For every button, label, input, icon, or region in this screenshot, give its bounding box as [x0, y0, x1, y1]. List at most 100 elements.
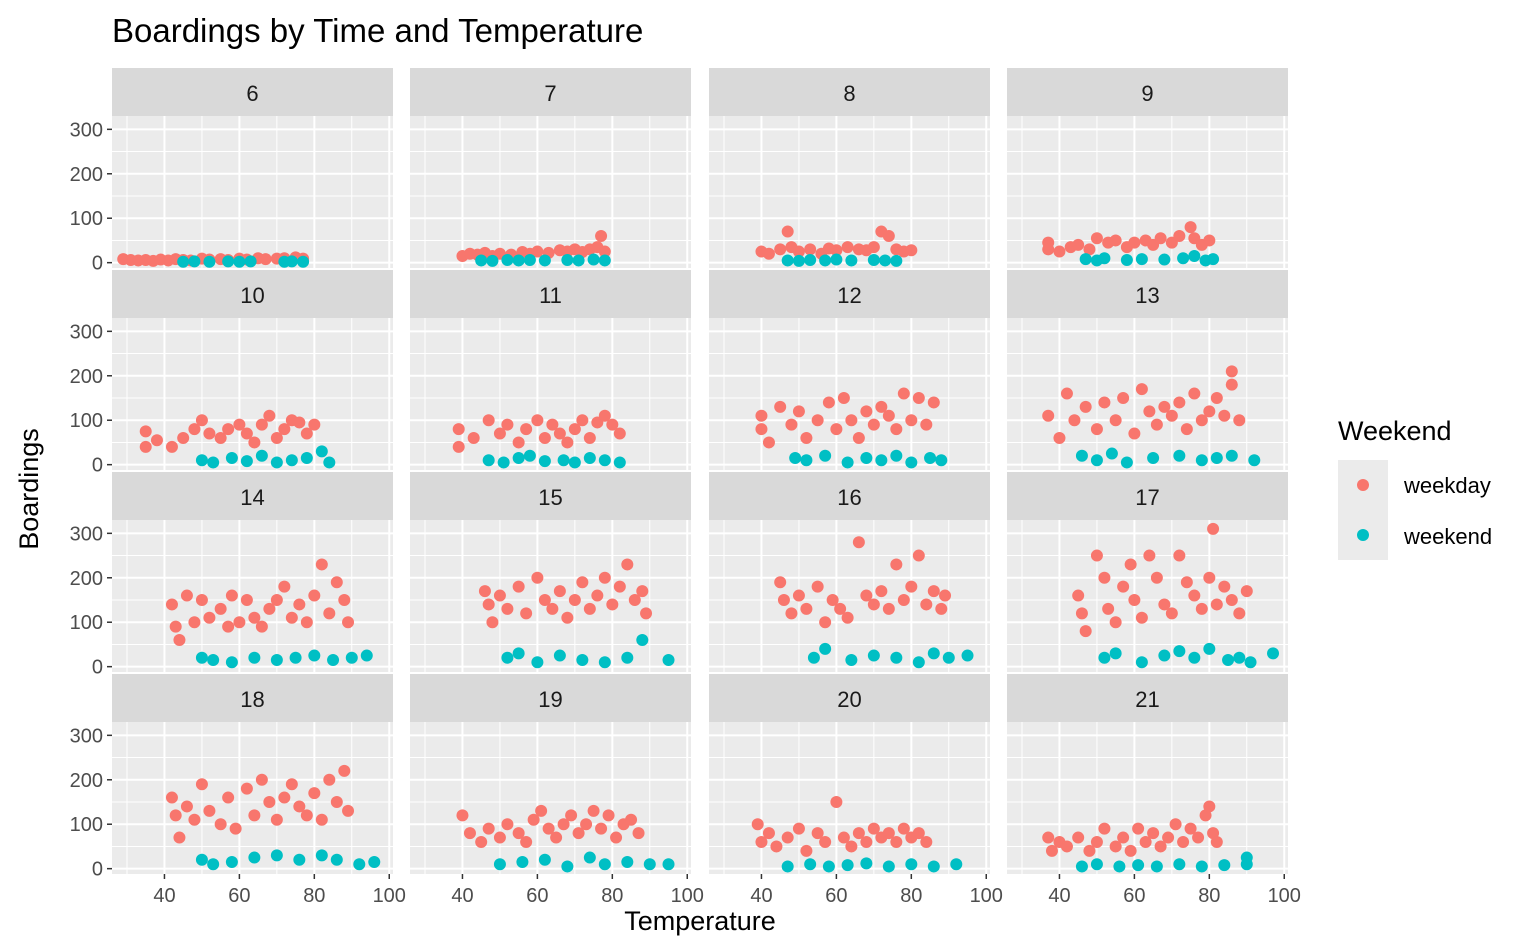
- weekend-point: [613, 456, 626, 469]
- weekend-point: [512, 452, 525, 464]
- weekday-point: [1188, 589, 1201, 602]
- weekend-point: [207, 654, 220, 666]
- weekday-point: [800, 844, 813, 857]
- facet-strip-label: 13: [1135, 283, 1159, 308]
- weekday-point: [785, 418, 798, 431]
- facet-strip-label: 6: [246, 81, 258, 106]
- weekday-point: [785, 607, 798, 620]
- weekend-point: [1135, 253, 1148, 266]
- weekday-point: [1139, 836, 1152, 848]
- weekday-point: [1042, 409, 1055, 422]
- weekday-point: [308, 418, 321, 431]
- y-tick-label: 300: [70, 725, 103, 747]
- weekend-point: [1195, 860, 1208, 873]
- weekend-point: [240, 455, 253, 468]
- facet-strip: [709, 270, 990, 318]
- facet-strip: [709, 68, 990, 116]
- panel-background: [709, 318, 990, 470]
- weekday-point: [1165, 607, 1178, 620]
- weekend-point: [1075, 860, 1088, 873]
- weekday-point: [475, 836, 488, 848]
- weekend-point: [1233, 651, 1246, 664]
- weekday-point: [248, 611, 261, 624]
- weekend-point: [222, 255, 235, 268]
- weekend-point: [1222, 654, 1235, 666]
- weekday-point: [792, 822, 805, 835]
- weekday-point: [1210, 392, 1223, 404]
- y-tick-label: 200: [70, 164, 103, 186]
- weekend-point: [516, 856, 529, 868]
- facet-strip: [410, 270, 691, 318]
- weekend-point: [300, 452, 313, 464]
- weekday-point: [531, 571, 544, 584]
- weekday-point: [270, 594, 283, 606]
- weekend-point: [1147, 452, 1160, 464]
- weekend-point: [568, 456, 581, 469]
- weekday-point: [222, 620, 235, 633]
- weekend-point: [345, 651, 358, 664]
- weekday-point: [1102, 602, 1115, 615]
- weekend-point: [1207, 253, 1220, 266]
- weekend-point: [781, 254, 794, 267]
- weekday-point: [1042, 831, 1055, 844]
- weekend-point: [792, 254, 805, 267]
- x-tick-label: 60: [228, 885, 250, 907]
- weekday-point: [774, 243, 787, 256]
- weekend-point: [308, 649, 321, 662]
- weekday-point: [632, 827, 645, 840]
- weekend-point: [636, 634, 649, 646]
- weekend-point: [875, 454, 888, 467]
- weekday-point: [561, 436, 574, 449]
- weekday-point: [580, 818, 593, 831]
- facet-strip: [112, 270, 393, 318]
- x-tick-label: 100: [1268, 885, 1301, 907]
- weekday-point: [330, 796, 343, 808]
- facet-strip: [410, 68, 691, 116]
- weekday-point: [1053, 432, 1066, 444]
- weekday-point: [852, 432, 865, 444]
- y-tick-label: 100: [70, 410, 103, 432]
- weekday-point: [625, 813, 638, 826]
- weekday-point: [233, 616, 246, 629]
- weekday-point: [546, 418, 559, 431]
- weekday-point: [841, 611, 854, 624]
- weekday-point: [860, 589, 873, 602]
- weekday-point: [1124, 844, 1137, 857]
- weekend-point: [1188, 651, 1201, 664]
- weekend-point: [822, 860, 835, 873]
- weekday-point: [452, 440, 465, 453]
- weekend-point: [1158, 649, 1171, 662]
- weekday-point: [1154, 232, 1167, 245]
- weekday-point: [195, 414, 208, 427]
- weekday-point: [1098, 396, 1111, 409]
- facet-panel-7: 7: [410, 68, 691, 268]
- facet-panel-13: 13: [1007, 270, 1288, 470]
- weekday-point: [792, 589, 805, 602]
- facet-strip: [709, 674, 990, 722]
- weekday-point: [214, 602, 227, 615]
- y-tick-label: 300: [70, 321, 103, 343]
- facet-strip: [1007, 68, 1288, 116]
- weekday-point: [1132, 822, 1145, 835]
- facet-strip: [410, 674, 691, 722]
- weekday-point: [800, 602, 813, 615]
- facet-strip: [1007, 674, 1288, 722]
- weekday-point: [852, 536, 865, 549]
- weekend-point: [1195, 454, 1208, 467]
- weekday-point: [1203, 234, 1216, 247]
- weekday-point: [1124, 558, 1137, 571]
- weekday-point: [1075, 607, 1088, 620]
- weekday-point: [1109, 234, 1122, 247]
- weekend-point: [1158, 253, 1171, 266]
- weekday-point: [270, 813, 283, 826]
- weekday-point: [920, 418, 933, 431]
- weekday-point: [248, 436, 261, 449]
- weekday-point: [1090, 549, 1103, 562]
- weekday-point: [1158, 598, 1171, 611]
- weekend-point: [662, 858, 675, 871]
- weekend-point: [1173, 449, 1186, 462]
- weekend-point: [621, 856, 634, 868]
- facet-strip-label: 9: [1141, 81, 1153, 106]
- weekend-point: [860, 452, 873, 464]
- weekday-point: [501, 818, 514, 831]
